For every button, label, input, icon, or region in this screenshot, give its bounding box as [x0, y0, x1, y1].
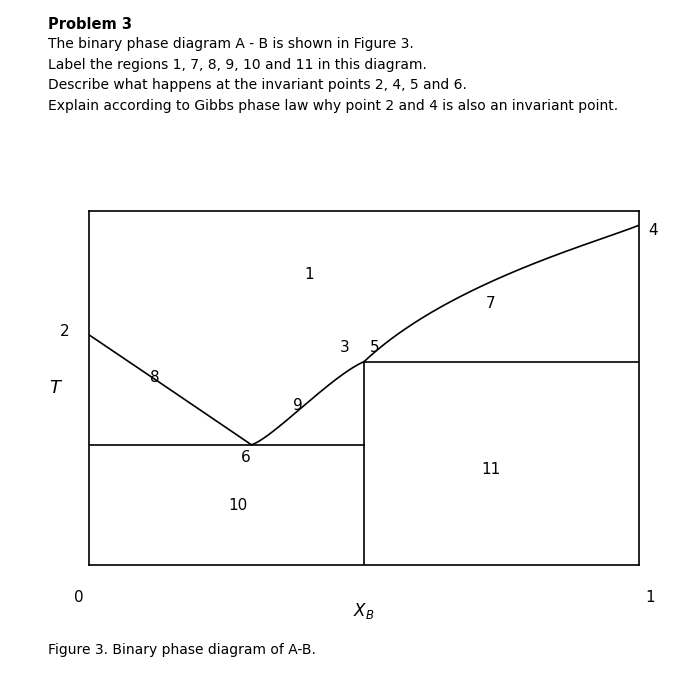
Text: $T$: $T$ [49, 379, 63, 397]
Text: 3: 3 [340, 340, 350, 355]
Text: 10: 10 [228, 498, 247, 513]
Text: 2: 2 [60, 324, 69, 339]
Text: 5: 5 [370, 340, 380, 355]
Text: Problem 3: Problem 3 [48, 17, 132, 32]
Text: The binary phase diagram A - B is shown in Figure 3.: The binary phase diagram A - B is shown … [48, 37, 414, 52]
Text: Label the regions 1, 7, 8, 9, 10 and 11 in this diagram.: Label the regions 1, 7, 8, 9, 10 and 11 … [48, 58, 427, 72]
Text: 1: 1 [645, 590, 655, 605]
Text: 0: 0 [74, 590, 83, 605]
Text: 6: 6 [241, 449, 251, 464]
Text: 8: 8 [150, 370, 160, 385]
Text: Explain according to Gibbs phase law why point 2 and 4 is also an invariant poin: Explain according to Gibbs phase law why… [48, 99, 618, 113]
Text: 7: 7 [486, 296, 495, 311]
Text: 4: 4 [648, 223, 657, 238]
Text: 1: 1 [304, 268, 314, 283]
Text: Figure 3. Binary phase diagram of A-B.: Figure 3. Binary phase diagram of A-B. [48, 643, 316, 657]
Text: 11: 11 [481, 462, 500, 477]
Text: 9: 9 [293, 398, 303, 413]
Text: Describe what happens at the invariant points 2, 4, 5 and 6.: Describe what happens at the invariant p… [48, 78, 467, 93]
Text: $X_B$: $X_B$ [353, 601, 375, 620]
